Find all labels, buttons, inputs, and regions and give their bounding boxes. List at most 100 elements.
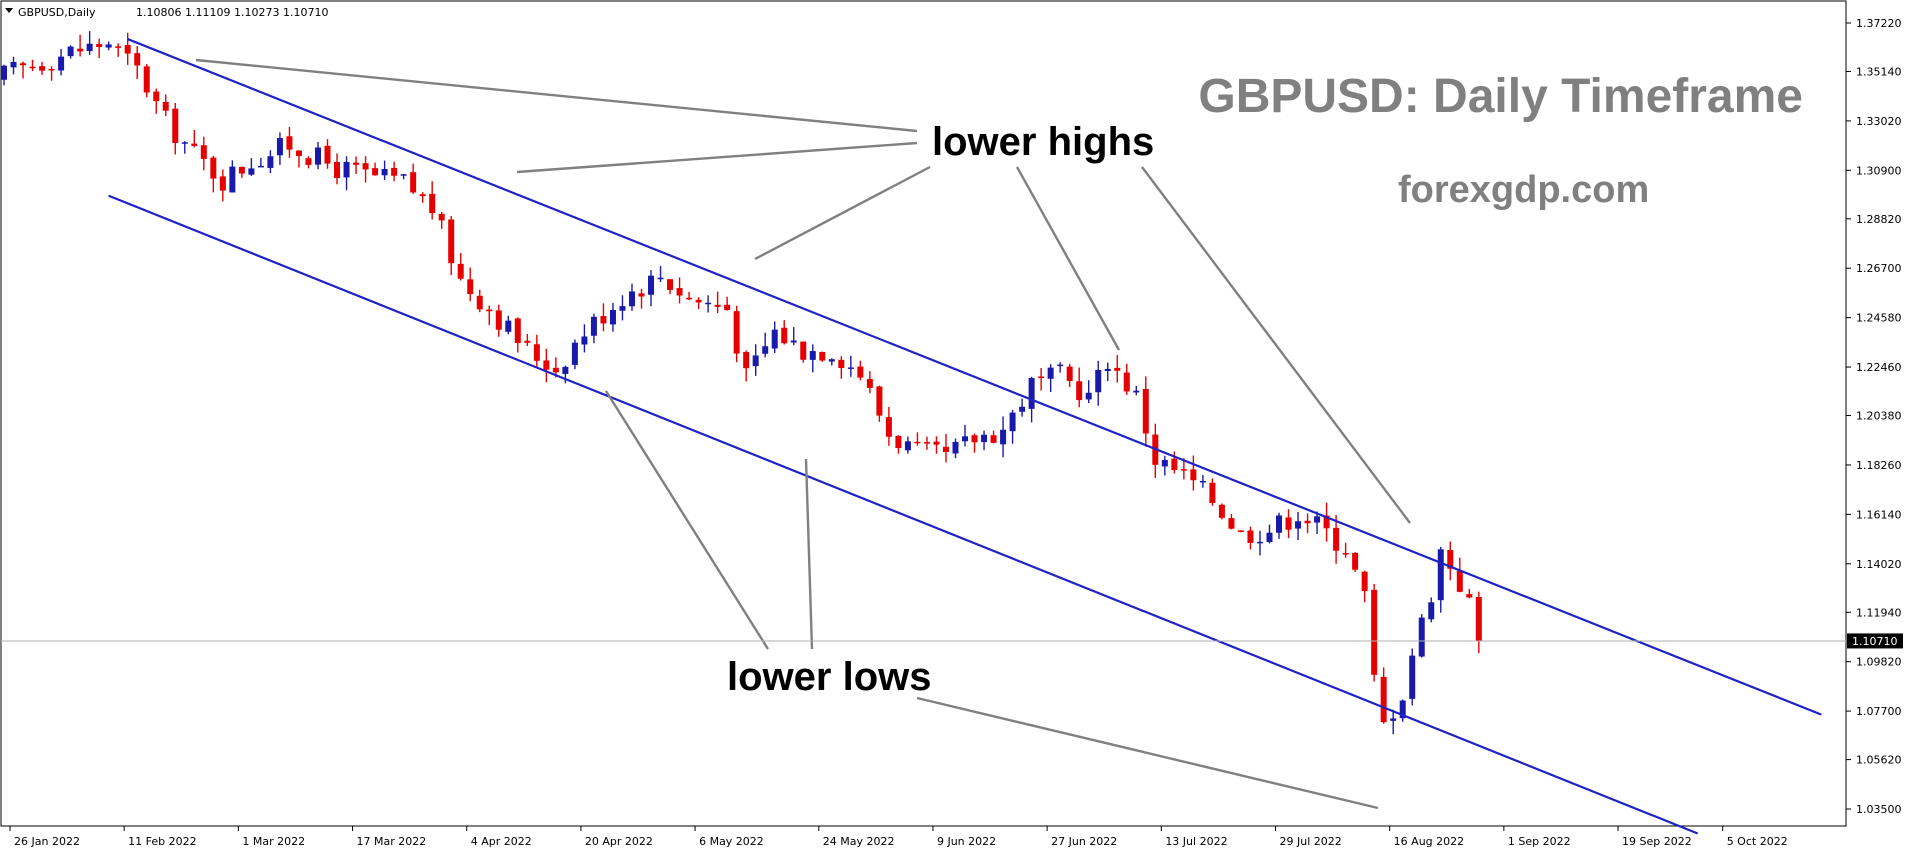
candle [1180, 458, 1187, 480]
candle [638, 288, 645, 309]
time-tick-label: 26 Jan 2022 [14, 835, 80, 848]
candle [1352, 552, 1359, 573]
candle [400, 174, 407, 180]
candle-body [476, 295, 483, 310]
candle-body [1209, 482, 1216, 503]
candle-body [286, 136, 293, 150]
candle [467, 267, 474, 302]
candle [172, 102, 179, 155]
candle-body [990, 435, 997, 443]
candle-body [1085, 392, 1092, 400]
candle [705, 295, 712, 313]
candle [876, 385, 883, 422]
candle-body [1180, 469, 1187, 471]
candle-body [248, 168, 255, 175]
candle [1399, 699, 1406, 722]
candle [1171, 451, 1178, 474]
price-tick-label: 1.14020 [1856, 558, 1902, 571]
candle [866, 371, 873, 394]
candle-body [1475, 597, 1482, 641]
candle [914, 432, 921, 446]
candle-body [1256, 541, 1263, 544]
candle-body [400, 174, 407, 176]
candle [1361, 570, 1368, 603]
candle [1342, 542, 1349, 558]
candle [676, 277, 683, 304]
candle [628, 283, 635, 311]
candle-body [800, 341, 807, 360]
lower-channel-line [108, 194, 1699, 835]
candle [486, 305, 493, 325]
price-tick-label: 1.30900 [1856, 164, 1902, 177]
candle [923, 436, 930, 450]
candle-body [438, 213, 445, 221]
price-tick-label: 1.26700 [1856, 262, 1902, 275]
time-tick-label: 20 Apr 2022 [585, 835, 653, 848]
candle [1066, 363, 1073, 387]
candle [210, 155, 217, 193]
candle [343, 156, 350, 191]
candle [162, 94, 169, 117]
candle [1456, 557, 1463, 593]
candle [1199, 475, 1206, 488]
candle-body [1142, 388, 1149, 434]
candle [200, 136, 207, 171]
dropdown-triangle-icon[interactable] [5, 8, 13, 13]
candle [1380, 667, 1387, 724]
candle-body [58, 56, 65, 71]
candle-body [1057, 364, 1064, 367]
candle-body [324, 145, 331, 164]
price-tick-label: 1.37220 [1856, 17, 1902, 30]
candle-body [743, 352, 750, 369]
candle-body [1009, 412, 1016, 432]
candle [1371, 583, 1378, 682]
candle [1019, 398, 1026, 417]
candle-body [238, 166, 245, 174]
candle [686, 292, 693, 301]
candle-body [609, 309, 616, 325]
candle-body [467, 279, 474, 294]
candle-body [533, 344, 540, 361]
candle-body [1399, 700, 1406, 719]
candle-body [524, 340, 531, 343]
candle-body [96, 43, 103, 48]
candle-body [124, 44, 131, 54]
current-price-label: 1.10710 [1852, 635, 1898, 648]
candle-body [895, 435, 902, 449]
candle-body [657, 277, 664, 280]
candle-body [581, 336, 588, 345]
candle [1437, 546, 1444, 613]
time-tick-label: 16 Aug 2022 [1394, 835, 1464, 848]
candle-body [705, 302, 712, 305]
candle-body [733, 311, 740, 354]
candle-body [191, 143, 198, 146]
candle [286, 126, 293, 158]
candle-body [1095, 370, 1102, 393]
candle-body [267, 156, 274, 168]
candle-body [1266, 532, 1273, 543]
candle [448, 215, 455, 276]
candle-body [819, 351, 826, 361]
candle-body [1276, 515, 1283, 533]
candle [562, 365, 569, 384]
candle-body [1076, 381, 1083, 401]
candle-body [1361, 571, 1368, 592]
candle-body [1228, 518, 1235, 529]
candle-body [885, 417, 892, 437]
candle [1038, 368, 1045, 391]
candle-body [39, 66, 46, 71]
candle-body [686, 297, 693, 300]
current-price-tag [1847, 633, 1903, 649]
candle-body [1104, 368, 1111, 372]
candle-body [857, 366, 864, 378]
candle [419, 192, 426, 203]
candle [1333, 514, 1340, 564]
candle-body [1428, 602, 1435, 620]
candle-body [1418, 617, 1425, 657]
candle-body [1333, 527, 1340, 551]
time-tick-label: 24 May 2022 [823, 835, 895, 848]
lower-highs-pointer [1015, 166, 1121, 351]
upper-channel-line [127, 38, 1822, 716]
candle-body [362, 163, 369, 170]
candle-body [1371, 589, 1378, 675]
